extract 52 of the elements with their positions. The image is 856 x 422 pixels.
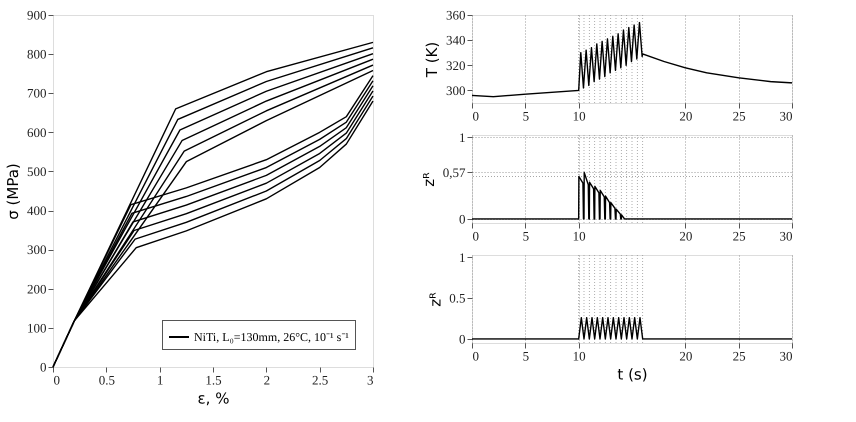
x-tick-label: 30 [780,228,792,244]
x-tick-label: 5 [522,108,530,124]
legend-label: NiTi, L₀=130mm, 26°C, 10⁻¹ s⁻¹ [194,330,350,344]
x-tick-label: 0 [472,348,479,364]
y-tick-label: 320 [446,58,466,73]
y-tick-label: 0 [40,360,46,374]
y-tick-label: 300 [27,242,46,258]
y-tick-label: 200 [27,281,46,296]
x-tick-label: 10 [572,108,586,124]
y-axis-title: zᴿ [426,292,444,307]
y-tick-label: 1 [459,250,466,265]
x-tick-label: 25 [732,108,746,124]
x-tick-label: 20 [679,108,692,124]
x-tick-label: 10 [572,228,586,244]
x-tick-label: 20 [679,228,692,244]
y-tick-label: 400 [27,203,46,218]
x-tick-label: 1.5 [205,372,222,388]
y-tick-label: 0 [459,211,466,226]
y-tick-label: 0.5 [449,290,466,306]
y-tick-label: 0 [459,331,466,346]
y-tick-label: 300 [446,82,466,98]
x-tick-label: 2.5 [312,372,328,388]
y-tick-label: 0,57 [442,164,466,180]
x-tick-label: 10 [572,348,586,364]
x-tick-label: 5 [522,228,530,244]
x-tick-label: 0 [54,372,60,388]
y-axis-title: zᴿ [420,172,438,187]
y-tick-label: 360 [446,8,466,22]
x-tick-label: 25 [732,228,746,244]
x-tick-label: 2 [264,372,270,388]
y-tick-label: 600 [27,124,46,140]
y-axis-title: σ (MPa) [4,163,22,220]
y-tick-label: 900 [27,8,46,22]
y-axis-title: T (K) [423,42,441,78]
x-tick-label: 20 [679,348,692,364]
x-tick-label: 1 [156,372,164,388]
y-tick-label: 800 [27,46,46,62]
x-tick-label: 30 [780,348,792,364]
x-tick-label: 3 [367,372,374,388]
x-axis-title: t (s) [617,366,648,384]
y-tick-label: 100 [27,320,46,336]
x-tick-label: 0 [472,228,479,244]
y-tick-label: 700 [27,86,46,101]
x-tick-label: 25 [732,348,746,364]
x-tick-label: 0 [472,108,479,124]
y-tick-label: 340 [446,32,466,48]
y-tick-label: 500 [27,164,46,179]
y-tick-label: 1 [459,130,466,145]
x-tick-label: 5 [522,348,530,364]
x-tick-label: 30 [780,108,792,124]
x-axis-title: ε, % [198,390,230,408]
x-tick-label: 0.5 [98,372,115,388]
